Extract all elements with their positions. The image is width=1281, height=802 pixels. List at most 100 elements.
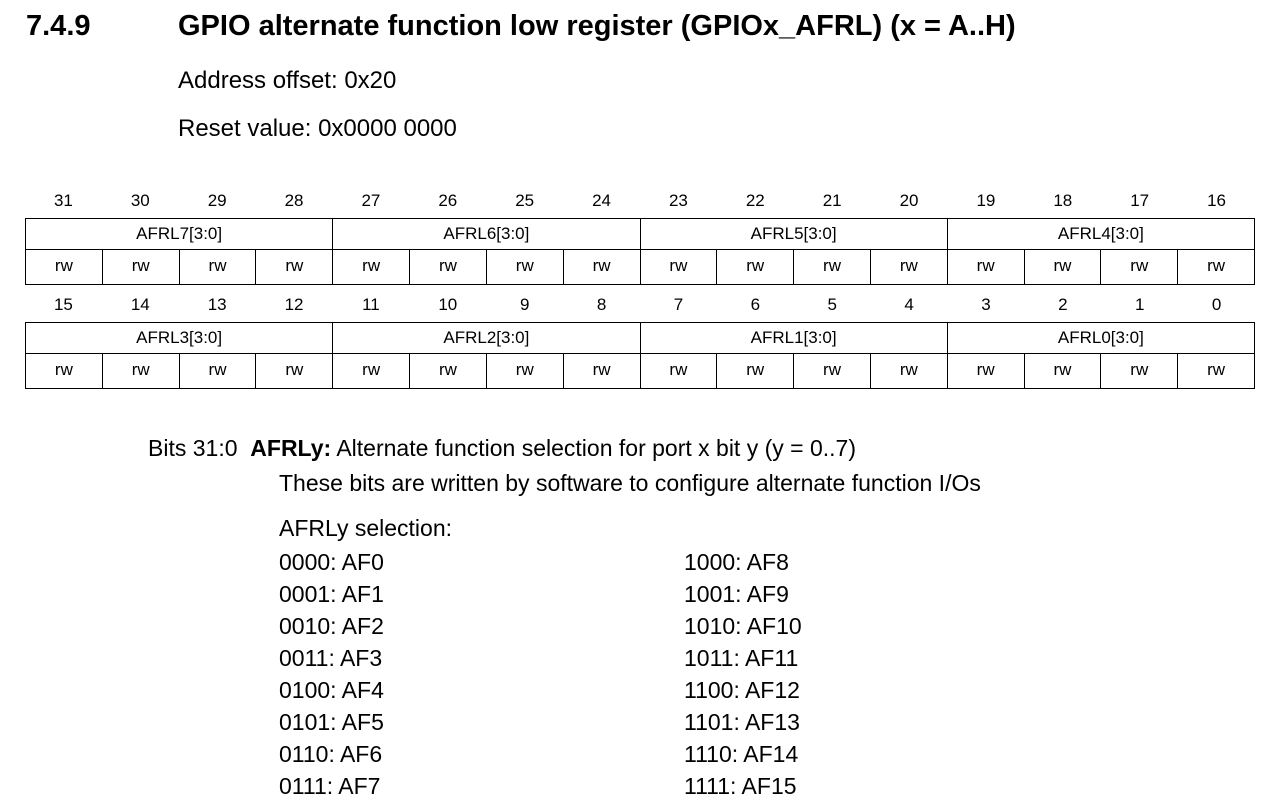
bit-number: 15 (53, 295, 73, 314)
bit-number: 17 (1130, 191, 1150, 210)
bit-number: 6 (750, 295, 761, 314)
selection-item: 1100: AF12 (684, 677, 800, 703)
access-type: rw (409, 354, 486, 388)
access-type: rw (716, 354, 793, 388)
access-type: rw (255, 250, 332, 284)
access-type: rw (101, 354, 179, 388)
selection-item: 0100: AF4 (279, 677, 384, 703)
selection-item: 0110: AF6 (279, 741, 383, 767)
bit-number: 28 (284, 191, 304, 210)
bit-number-row: 15 14 13 12 11 10 9 8 7 6 5 4 3 2 1 0 (25, 292, 1255, 322)
selection-item: 0111: AF7 (279, 773, 381, 799)
register-field: AFRL1[3:0] (639, 323, 947, 353)
selection-item: 0010: AF2 (279, 613, 384, 639)
bit-number: 18 (1053, 191, 1073, 210)
bit-number: 22 (745, 191, 765, 210)
address-offset: Address offset: 0x20 (178, 67, 397, 94)
bit-number: 27 (361, 191, 381, 210)
register-field: AFRL7[3:0] (136, 224, 223, 243)
bits-range: Bits 31:0 (148, 435, 238, 461)
section-title: GPIO alternate function low register (GP… (178, 10, 1016, 42)
bit-number: 29 (207, 191, 227, 210)
access-type: rw (639, 250, 717, 284)
field-summary: Alternate function selection for port x … (331, 435, 856, 461)
field-row: AFRL3[3:0] AFRL2[3:0] AFRL1[3:0] AFRL0[3:0] (25, 322, 1255, 353)
access-type: rw (562, 354, 640, 388)
bit-number: 14 (130, 295, 150, 314)
bit-number: 2 (1058, 295, 1068, 314)
bit-number-row: 31 30 29 28 27 26 25 24 23 22 21 20 19 18 17 16 (25, 188, 1255, 218)
access-type: rw (1100, 354, 1177, 388)
register-field: AFRL6[3:0] (332, 219, 639, 249)
access-type: rw (255, 354, 332, 388)
bit-number: 0 (1211, 295, 1222, 314)
description-line: These bits are written by software to co… (279, 470, 981, 496)
access-type: rw (793, 354, 870, 388)
bit-number: 23 (668, 191, 688, 210)
selection-item: 1111: AF15 (684, 773, 797, 799)
bit-number: 16 (1207, 191, 1227, 210)
selection-item: 1010: AF10 (684, 613, 802, 639)
selection-item: 0001: AF1 (279, 581, 384, 607)
bit-number: 26 (438, 191, 458, 210)
register-field: AFRL3[3:0] (136, 328, 223, 347)
access-type: rw (1177, 250, 1254, 284)
register-table-low: 15 14 13 12 11 10 9 8 7 6 5 4 3 2 1 0 AFRL3[3:0] AFRL2[3… (25, 292, 1255, 389)
bit-number: 24 (592, 191, 612, 210)
field-row: AFRL7[3:0] AFRL6[3:0] AFRL5[3:0] AFRL4[3:0] (25, 218, 1255, 249)
selection-item: 0101: AF5 (279, 709, 384, 735)
bit-number: 30 (130, 191, 150, 210)
field-name: AFRLy: (250, 435, 332, 461)
bits-description-header: Bits 31:0 AFRLy: Alternate function sele… (148, 434, 856, 462)
access-type: rw (1023, 354, 1101, 388)
access-row: rw rw rw rw rw rw rw rw rw rw rw rw rw rw rw rw (25, 249, 1255, 285)
bit-number: 9 (519, 295, 530, 314)
selection-list-right: 1000: AF8 1001: AF9 1010: AF10 1011: AF11 11… (684, 546, 802, 802)
selection-item: 1011: AF11 (684, 645, 799, 671)
access-type: rw (178, 354, 256, 388)
bit-number: 10 (438, 295, 458, 314)
selection-item: 1001: AF9 (684, 581, 789, 607)
access-type: rw (946, 250, 1024, 284)
register-field: AFRL5[3:0] (639, 219, 947, 249)
access-type: rw (946, 354, 1024, 388)
bit-number: 31 (53, 191, 73, 210)
access-type: rw (562, 250, 640, 284)
bit-number: 4 (904, 295, 914, 314)
register-table-high: 31 30 29 28 27 26 25 24 23 22 21 20 19 18 17 16 AFRL7[3… (25, 188, 1255, 285)
access-type: rw (1023, 250, 1101, 284)
access-type: rw (409, 250, 486, 284)
access-type: rw (178, 250, 256, 284)
access-type: rw (101, 250, 179, 284)
access-type: rw (1100, 250, 1177, 284)
bit-number: 12 (284, 295, 304, 314)
bit-number: 3 (981, 295, 991, 314)
selection-heading: AFRLy selection: (279, 515, 452, 541)
register-field: AFRL2[3:0] (332, 323, 639, 353)
access-type: rw (1177, 354, 1254, 388)
access-type: rw (716, 250, 793, 284)
selection-item: 1110: AF14 (684, 741, 799, 767)
bit-number: 25 (515, 191, 535, 210)
bit-number: 8 (596, 295, 607, 314)
bit-number: 21 (822, 191, 842, 210)
bit-number: 11 (362, 295, 380, 314)
selection-item: 0011: AF3 (279, 645, 383, 671)
bit-number: 20 (899, 191, 919, 210)
access-type: rw (485, 354, 563, 388)
selection-list-left: 0000: AF0 0001: AF1 0010: AF2 0011: AF3 0100… (279, 546, 384, 802)
selection-item: 1101: AF13 (684, 709, 800, 735)
access-type: rw (869, 354, 947, 388)
register-field: AFRL4[3:0] (946, 219, 1254, 249)
reset-value: Reset value: 0x0000 0000 (178, 115, 457, 142)
access-type: rw (54, 256, 73, 275)
bit-number: 5 (827, 295, 837, 314)
access-type: rw (332, 354, 409, 388)
access-type: rw (332, 250, 409, 284)
bit-number: 1 (1134, 295, 1145, 314)
access-row: rw rw rw rw rw rw rw rw rw rw rw rw rw rw rw rw (25, 353, 1255, 389)
bit-number: 13 (207, 295, 227, 314)
register-field: AFRL0[3:0] (946, 323, 1254, 353)
access-type: rw (793, 250, 870, 284)
section-number: 7.4.9 (26, 10, 91, 42)
